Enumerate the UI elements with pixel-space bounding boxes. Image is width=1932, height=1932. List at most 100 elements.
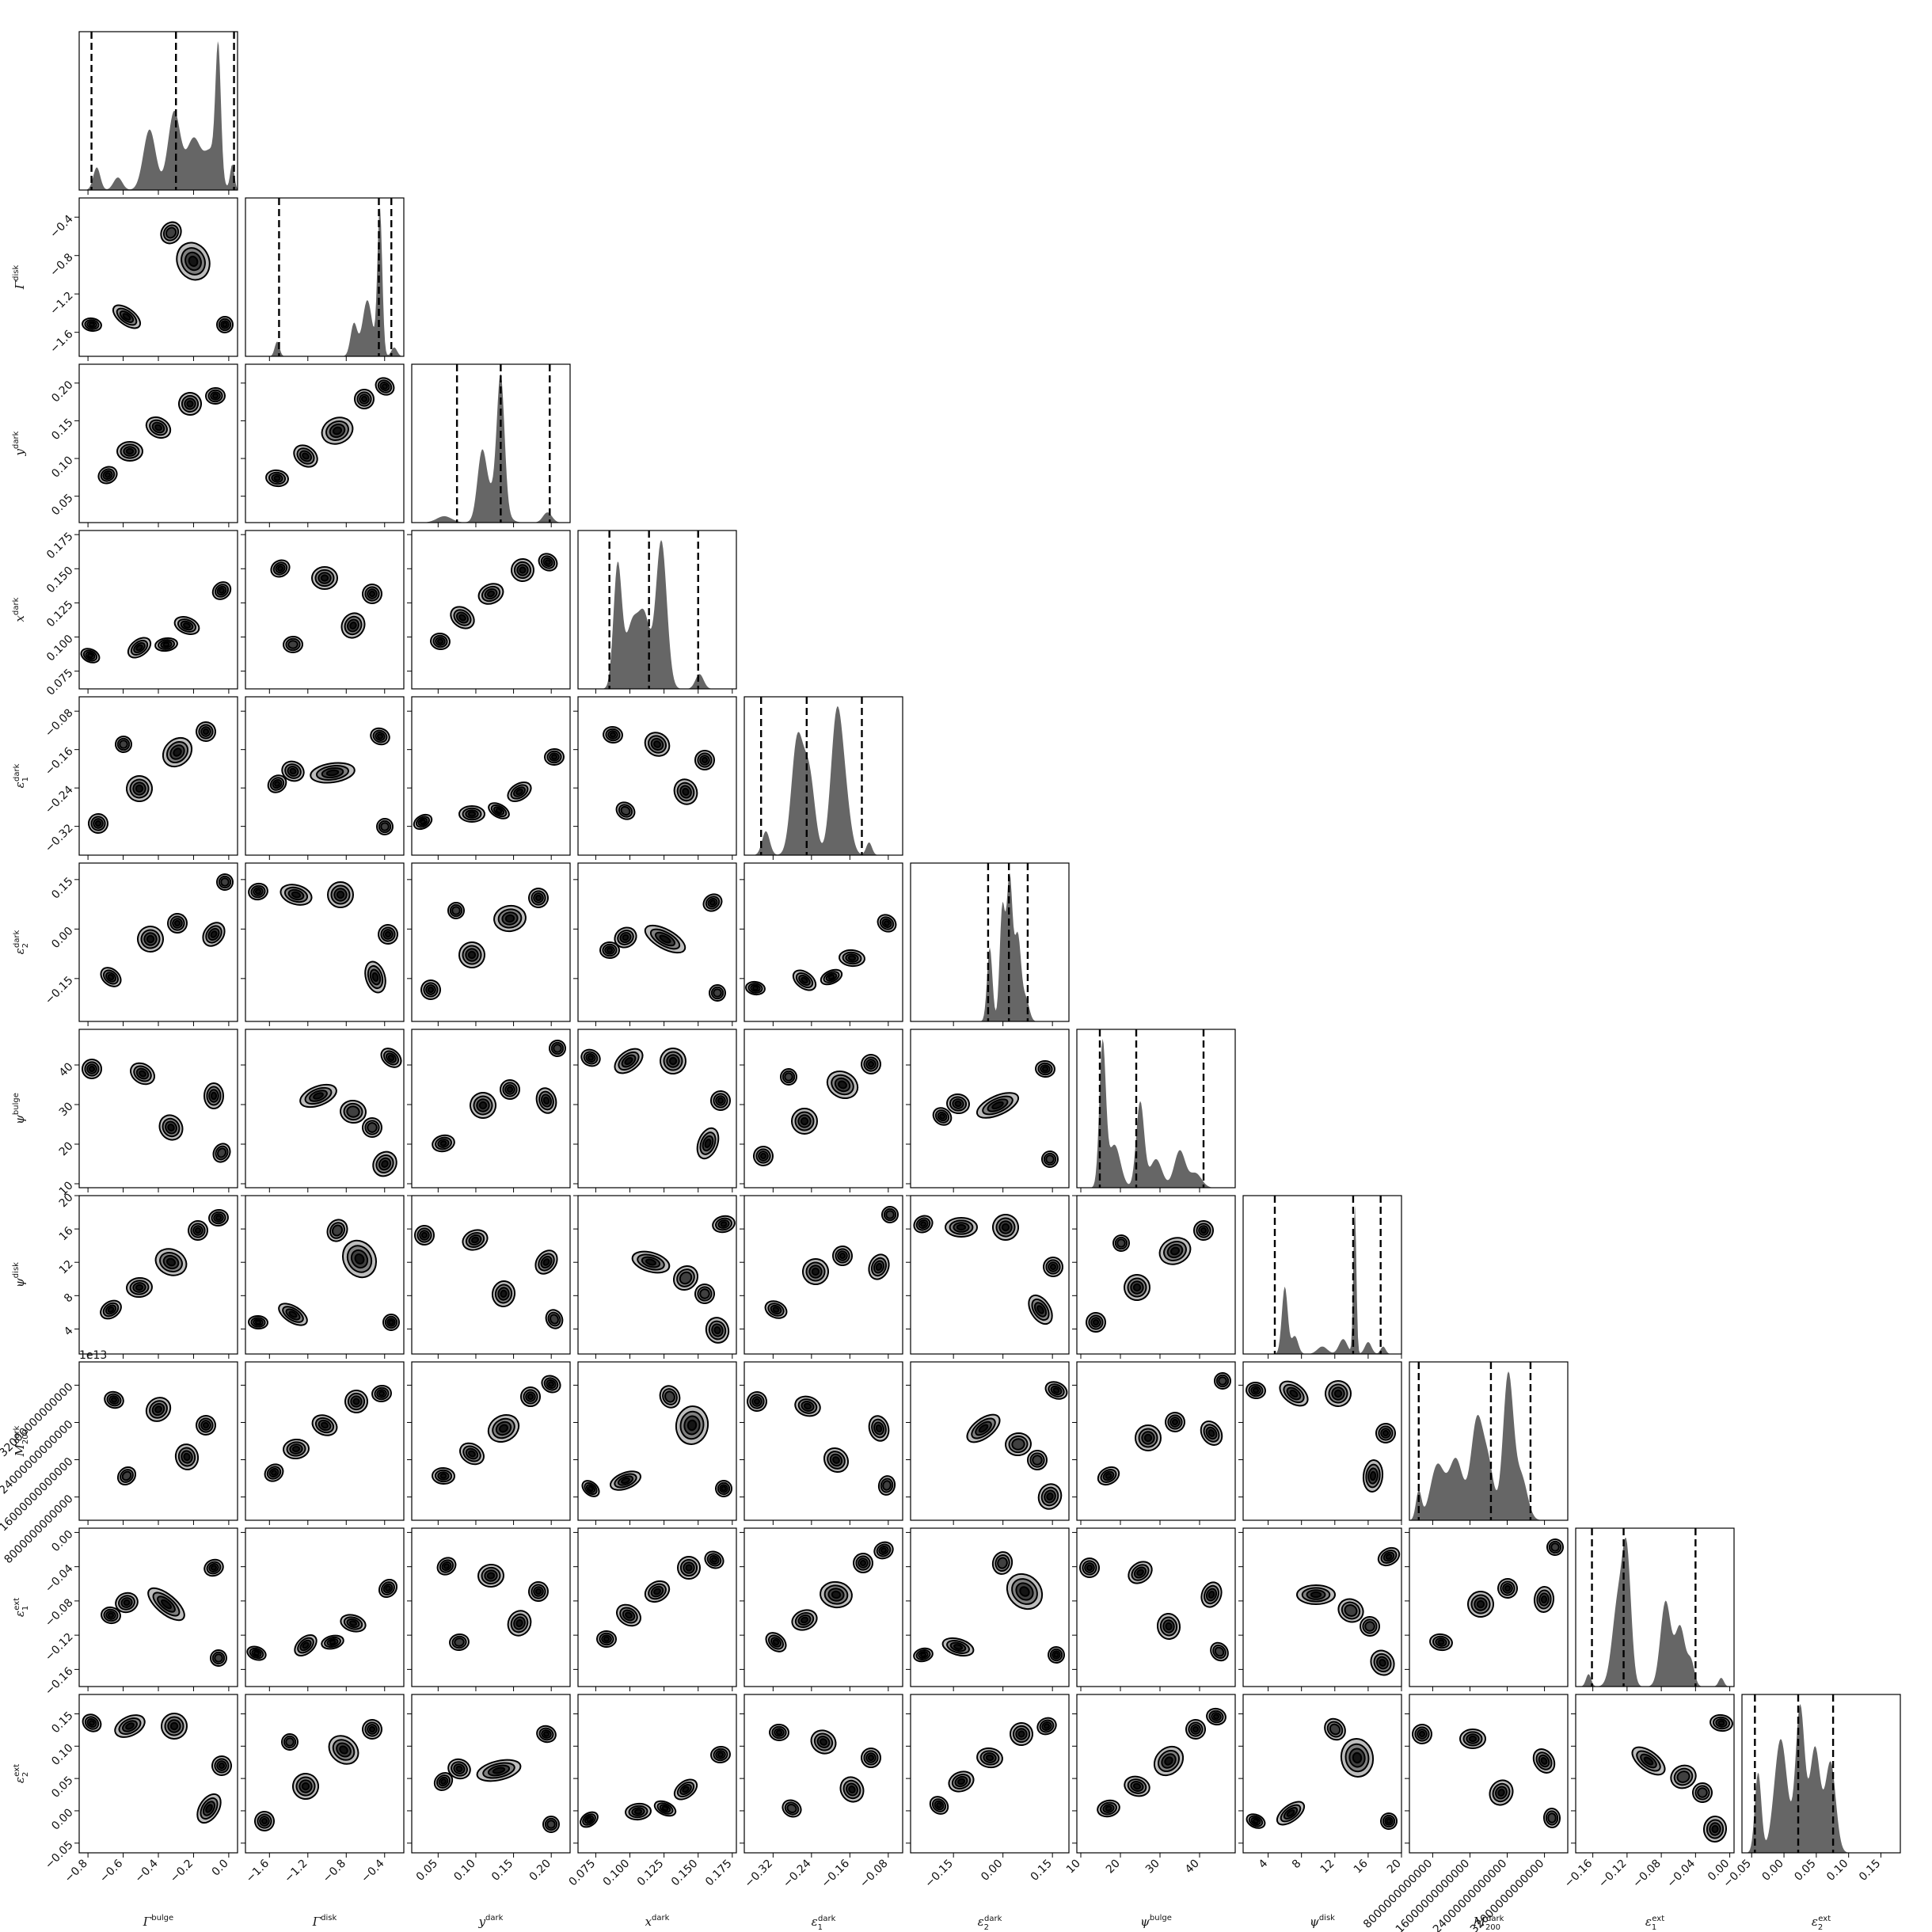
contour-ydark-psidisk-1-3 <box>470 1236 480 1244</box>
x-tick-label-ydark-2: 0.15 <box>489 1858 515 1884</box>
contour-bulge-psidisk-2-3 <box>165 1257 177 1267</box>
panel-frame <box>78 1361 238 1521</box>
contour-disk-xdark-2-3 <box>349 621 357 630</box>
panel-bulge-disk: −1.6 −1.2 −0.8 −0.4 <box>48 197 238 361</box>
panel-frame <box>245 1694 405 1854</box>
panel-e1dark-psibulge <box>740 1029 903 1192</box>
x-tick-label-psidisk-0: 4 <box>1257 1857 1271 1871</box>
x-tick-label-disk-0: −1.6 <box>244 1857 272 1884</box>
contour-disk-ydark-4-3 <box>382 383 388 390</box>
contour-bulge-mdark-4-2 <box>121 1470 132 1481</box>
panel-ydark-e2ext: 0.05 0.10 0.15 0.20 <box>407 1694 571 1884</box>
y-tick-label-disk-1: −1.2 <box>48 290 75 318</box>
contour-bulge-e2dark-0-3 <box>107 973 115 981</box>
contour-disk-e1dark-0-3 <box>289 767 297 775</box>
contour-xdark-e1dark-3-3 <box>701 756 709 764</box>
contour-disk-e1dark-3-3 <box>376 733 384 740</box>
contour-xdark-e2dark-3-3 <box>709 899 716 906</box>
contour-xdark-psidisk-0-3 <box>720 1221 728 1227</box>
contour-e1dark-psidisk-0-3 <box>772 1306 780 1313</box>
contour-bulge-e2ext-0-3 <box>89 1720 95 1726</box>
contour-e1dark-e2ext-3-3 <box>867 1754 875 1762</box>
panel-frame <box>577 1361 737 1521</box>
contour-psidisk-mdark-2-3 <box>1333 1389 1343 1398</box>
contour-ydark-e2ext-1-3 <box>440 1778 447 1785</box>
panel-frame <box>1076 1195 1236 1355</box>
contour-psibulge-e2ext-1-3 <box>1132 1782 1142 1790</box>
x-tick-label-disk-1: −1.2 <box>282 1858 310 1885</box>
panel-e2dark-e2dark <box>910 862 1070 1026</box>
panel-e2dark-psidisk <box>906 1195 1070 1359</box>
contour-bulge-xdark-0-3 <box>87 652 93 659</box>
contour-bulge-e1dark-3-3 <box>202 728 210 736</box>
contour-psidisk-mdark-0-3 <box>1252 1387 1260 1394</box>
contour-mdark-e1ext-3-3 <box>1540 1595 1548 1604</box>
contour-disk-psibulge-0-3 <box>387 1054 395 1062</box>
contour-ydark-e1dark-3-3 <box>515 788 523 796</box>
x-tick-label-disk-2: −0.8 <box>321 1858 348 1885</box>
panel-psibulge-mdark <box>1072 1361 1236 1525</box>
y-tick-label-psibulge-1: 20 <box>57 1139 76 1158</box>
panel-ydark-psidisk <box>407 1195 571 1359</box>
contour-disk-mdark-4-3 <box>378 1390 386 1397</box>
contour-ydark-psidisk-0-3 <box>420 1231 428 1239</box>
contour-psibulge-e1ext-2-3 <box>1165 1622 1173 1631</box>
panel-psidisk-mdark <box>1238 1361 1402 1525</box>
contour-disk-e2ext-1-3 <box>301 1782 310 1791</box>
contour-ydark-psibulge-3-3 <box>542 1096 550 1105</box>
panel-psidisk-e1ext <box>1238 1527 1402 1691</box>
contour-xdark-e2dark-1-3 <box>606 947 614 953</box>
contour-e1ext-e2ext-2-2 <box>1676 1770 1690 1783</box>
contour-disk-e1ext-4-3 <box>385 1585 391 1592</box>
contour-ydark-xdark-4-3 <box>545 559 551 565</box>
x-tick-label-xdark-2: 0.125 <box>635 1858 667 1889</box>
contour-e1dark-psibulge-1-3 <box>800 1116 809 1126</box>
contour-xdark-psibulge-4-3 <box>717 1097 724 1105</box>
y-tick-label-psidisk-4: 20 <box>57 1191 76 1210</box>
contour-e1dark-psibulge-3-3 <box>867 1060 875 1068</box>
contour-psibulge-e1ext-4-2 <box>1214 1646 1225 1657</box>
contour-ydark-e1dark-4-3 <box>550 754 558 760</box>
contour-xdark-e2ext-0-3 <box>586 1816 592 1823</box>
x-tick-label-disk-3: −0.4 <box>359 1857 386 1884</box>
contour-psibulge-mdark-1-3 <box>1143 1433 1153 1443</box>
panel-e2dark-psibulge <box>906 1029 1070 1192</box>
contour-xdark-e2ext-2-3 <box>661 1805 669 1812</box>
panel-frame <box>1409 1527 1569 1687</box>
y-tick-label-e2ext-1: 0.00 <box>49 1806 75 1832</box>
contour-disk-e2dark-4-3 <box>384 930 392 938</box>
contour-xdark-e2ext-3-3 <box>682 1786 690 1793</box>
panel-frame <box>910 862 1070 1022</box>
contour-ydark-mdark-3-3 <box>527 1393 534 1401</box>
panel-frame <box>1076 1029 1236 1188</box>
panel-frame <box>411 696 571 856</box>
x-tick-label-bulge-1: −0.6 <box>97 1857 125 1884</box>
histogram-ydark <box>412 374 570 523</box>
contour-bulge-e2ext-1-3 <box>125 1722 135 1730</box>
panel-frame <box>577 696 737 856</box>
contour-xdark-e1dark-2-3 <box>682 787 690 797</box>
axis-label-psidisk: ψdisk <box>1310 1914 1335 1929</box>
panel-xdark-e1ext <box>573 1527 737 1691</box>
x-tick-label-e1dark-3: −0.08 <box>858 1858 891 1891</box>
y-tick-label-e1ext-1: −0.12 <box>43 1630 76 1664</box>
contour-psibulge-e2ext-4-3 <box>1212 1713 1220 1720</box>
contour-disk-mdark-2-3 <box>320 1421 329 1429</box>
contour-disk-mdark-0-3 <box>271 1470 277 1476</box>
contour-xdark-psibulge-0-3 <box>587 1055 595 1061</box>
panel-ydark-psibulge <box>407 1029 571 1192</box>
contour-psibulge-psidisk-1-3 <box>1132 1283 1142 1292</box>
contour-psidisk-mdark-4-3 <box>1382 1429 1390 1437</box>
contour-ydark-e2dark-3-3 <box>534 894 542 902</box>
axis-label-psidisk: ψdisk <box>12 1262 27 1287</box>
contour-e1dark-psidisk-2-3 <box>839 1252 846 1260</box>
x-tick-label-e1ext-1: −0.12 <box>1596 1858 1630 1891</box>
panel-disk-e2ext: −1.6 −1.2 −0.8 −0.4 <box>241 1694 405 1885</box>
contour-ydark-mdark-1-3 <box>468 1450 476 1458</box>
contour-e2dark-e2ext-3-3 <box>1017 1730 1025 1738</box>
panel-frame <box>411 1361 571 1521</box>
panel-frame <box>245 1361 405 1521</box>
contour-e1ext-e2ext-4-2 <box>1697 1787 1708 1798</box>
panel-bulge-e1ext: −0.16−0.12−0.08−0.04 0.00 <box>43 1527 238 1698</box>
histogram-disk <box>245 207 404 356</box>
